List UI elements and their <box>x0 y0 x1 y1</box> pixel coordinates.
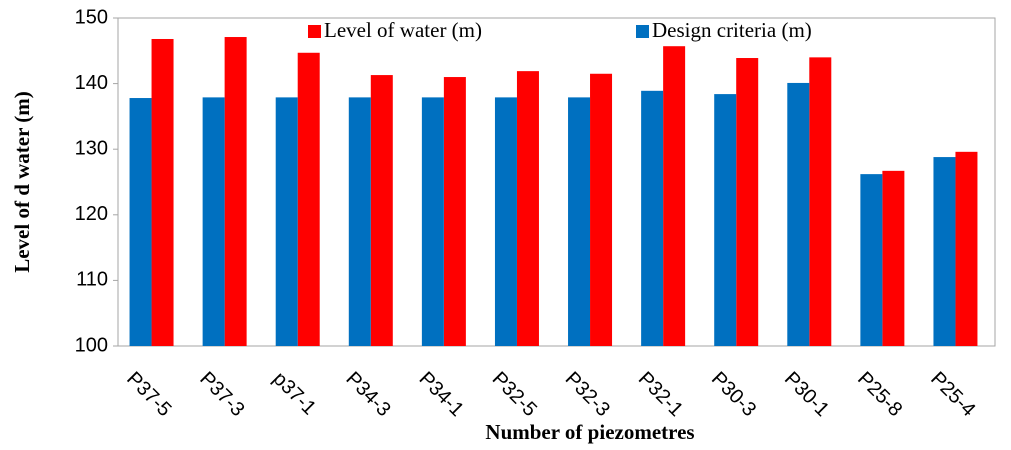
bar <box>955 151 978 346</box>
plot-area <box>117 17 996 347</box>
y-tick-label: 140 <box>75 72 108 94</box>
bar <box>275 97 298 346</box>
x-tick-label: P30-3 <box>707 368 760 421</box>
bar <box>809 57 832 347</box>
x-tick-label: P32-5 <box>488 368 541 421</box>
bar <box>590 73 613 346</box>
x-tick-label: P25-8 <box>853 368 906 421</box>
x-tick-label: P25-4 <box>926 368 979 421</box>
bar <box>370 75 393 347</box>
bar <box>568 97 591 346</box>
y-tick-label: 120 <box>75 203 108 225</box>
x-axis-title: Number of piezometres <box>485 420 694 444</box>
bar <box>297 52 320 346</box>
bar <box>421 97 444 346</box>
x-tick-label: P34-1 <box>415 368 468 421</box>
bar <box>494 97 517 346</box>
x-tick-label: P37-5 <box>122 368 175 421</box>
y-tick-label: 110 <box>76 269 108 291</box>
x-tick-label: p37-1 <box>268 368 320 420</box>
bar <box>663 46 686 346</box>
y-tick-label: 130 <box>75 137 108 159</box>
y-tick-label: 150 <box>75 6 108 28</box>
bar <box>129 98 152 346</box>
bar <box>882 170 905 346</box>
x-tick-label: P34-3 <box>342 368 395 421</box>
bar <box>151 38 174 346</box>
legend-label: Level of water (m) <box>324 18 482 42</box>
bar <box>202 97 225 346</box>
x-tick-label: P37-3 <box>195 368 248 421</box>
x-tick-label: P32-1 <box>634 368 687 421</box>
bar <box>443 77 466 346</box>
legend-swatch <box>636 25 649 38</box>
x-tick-label: P32-3 <box>561 368 614 421</box>
bar <box>787 82 810 346</box>
legend-label: Design criteria (m) <box>652 18 812 42</box>
bar <box>641 90 664 346</box>
bar <box>224 37 247 347</box>
y-axis-title: Level of d water (m) <box>10 91 34 273</box>
bar <box>860 174 883 346</box>
bar <box>933 157 956 346</box>
y-tick-label: 100 <box>75 334 108 356</box>
bar <box>736 58 759 347</box>
bar <box>348 97 371 346</box>
x-tick-label: P30-1 <box>780 368 833 421</box>
legend-swatch <box>308 25 321 38</box>
bar <box>516 71 539 347</box>
bar <box>714 94 737 346</box>
